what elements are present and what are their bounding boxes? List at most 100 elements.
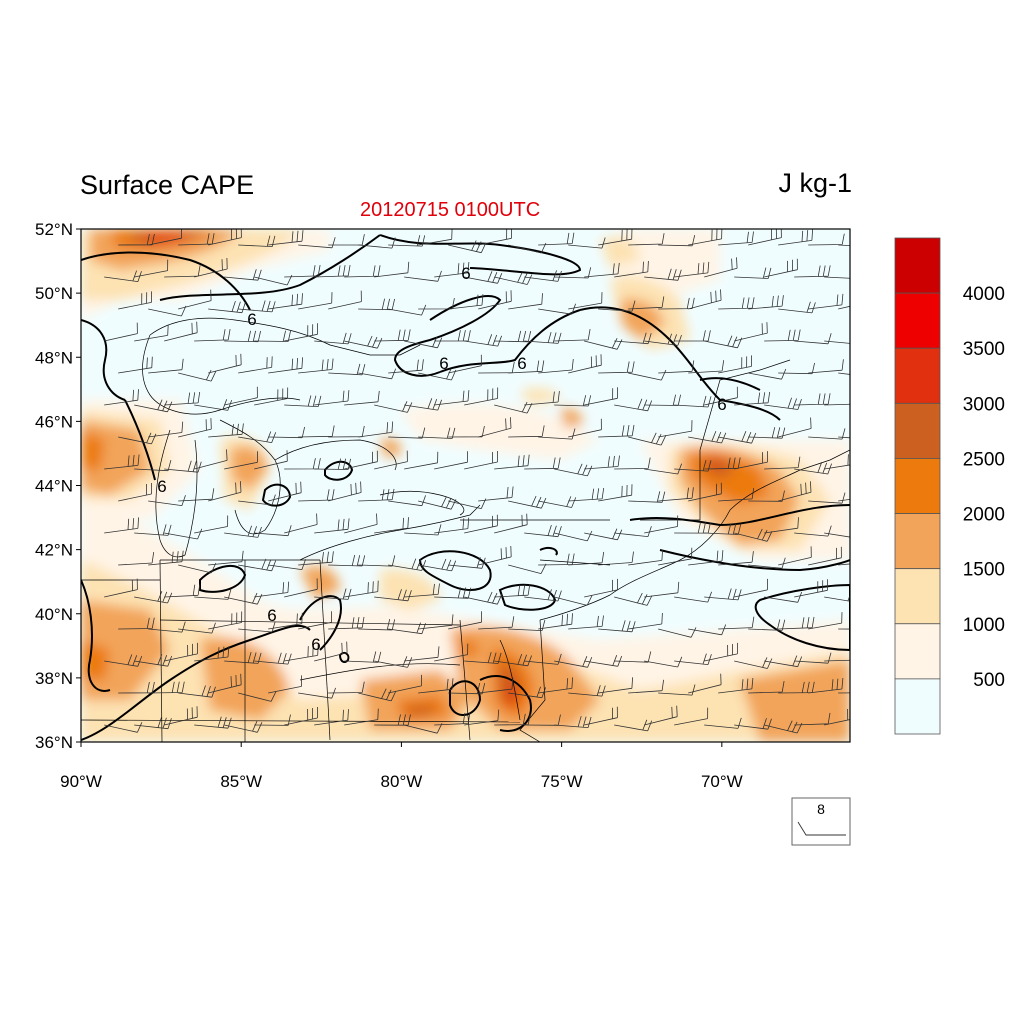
wind-barb [674,395,712,408]
wind-barb [808,492,846,504]
wind-barb [524,270,562,282]
wind-barb [478,545,512,566]
wind-barb [598,677,633,694]
lon-tick-label: 75°W [541,772,583,791]
wind-barb [134,259,169,278]
wind-barb [238,621,276,633]
colorbar-swatch [894,347,941,404]
wind-barb [358,688,397,702]
wind-barb [268,612,303,630]
wind-barb [688,229,723,246]
wind-barb [374,656,413,668]
wind-barb [764,258,798,278]
wind-barb [104,454,140,470]
wind-barb [434,330,471,342]
wind-barb [284,578,318,598]
lat-tick-label: 44°N [35,477,73,496]
wind-barb [104,322,138,342]
wind-barb [254,714,291,726]
wind-barb [478,417,512,438]
wind-barb [598,229,633,246]
wind-barb [778,681,815,694]
wind-barb [404,336,443,349]
wind-barb [284,707,318,726]
wind-barb [674,459,712,472]
wind-barb [688,550,724,566]
wind-barb [164,642,198,662]
wind-barb [718,677,754,694]
wind-barb [538,613,573,630]
wind-barb [508,563,547,574]
wind-barb [104,654,143,667]
wind-barb [688,624,727,636]
wind-barb [658,420,693,438]
wind-barb [224,386,258,406]
wind-barb [178,233,215,246]
colorbar-swatch [894,402,941,459]
wind-barb [524,391,560,406]
wind-barb [388,558,427,571]
wind-barb [464,591,503,605]
wind-barb [298,489,335,502]
wind-barb [478,678,514,694]
colorbar-label: 1000 [963,615,1005,636]
cape-shading [81,229,850,742]
wind-barb [494,653,532,667]
wind-barb [418,298,455,310]
wind-barb [194,399,233,411]
wind-barb [734,718,772,730]
wind-barb [494,272,533,285]
wind-barb [644,515,679,534]
wind-barb [794,333,832,345]
wind-barb [404,398,442,411]
wind-barb [658,360,695,374]
wind-barb [568,418,602,438]
wind-barb [704,588,742,601]
wind-barb [554,329,591,342]
wind-barb [254,581,290,598]
wind-barb [584,338,623,350]
wind-barb [298,425,335,438]
wind-barb [284,395,322,407]
wind-barb [584,578,618,598]
map-title: Surface CAPE [80,170,255,200]
wind-barb [704,717,742,729]
wind-barb [764,397,802,410]
wind-barbs [104,229,850,734]
wind-barb [628,612,663,630]
wind-barb [314,265,351,278]
wind-barb [328,481,362,502]
wind-barb [254,652,292,665]
wind-barb [434,712,471,726]
wind-barb [298,611,332,630]
wind-barb [824,340,850,344]
wind-barb [298,237,336,249]
wind-barb [538,553,575,566]
wind-barb [778,417,812,438]
wind-barb [358,488,395,502]
wind-barb [164,460,202,473]
lat-tick-label: 36°N [35,733,73,752]
contour-labels: 6 6 6 6 6 6 6 6 [157,264,726,654]
wind-barb [178,369,217,382]
wind-barb [164,321,198,342]
wind-barb [314,518,350,534]
wind-barb [284,458,321,470]
wind-barb [764,329,801,342]
wind-barb [838,244,850,247]
wind-barb [358,368,397,380]
wind-barb [464,652,502,664]
wind-barb [494,513,528,534]
wind-barb [224,721,263,733]
wind-barb [568,292,603,310]
wind-barb [628,679,664,694]
wind-barb [554,716,592,728]
wind-barb [344,450,378,470]
wind-barb [224,525,262,538]
colorbar-label: 500 [973,670,1005,691]
contour-label: 6 [157,477,166,496]
wind-barb [524,457,561,470]
wind-barb [434,587,472,599]
wind-barb [194,329,231,342]
colorbar-swatch [894,237,941,294]
